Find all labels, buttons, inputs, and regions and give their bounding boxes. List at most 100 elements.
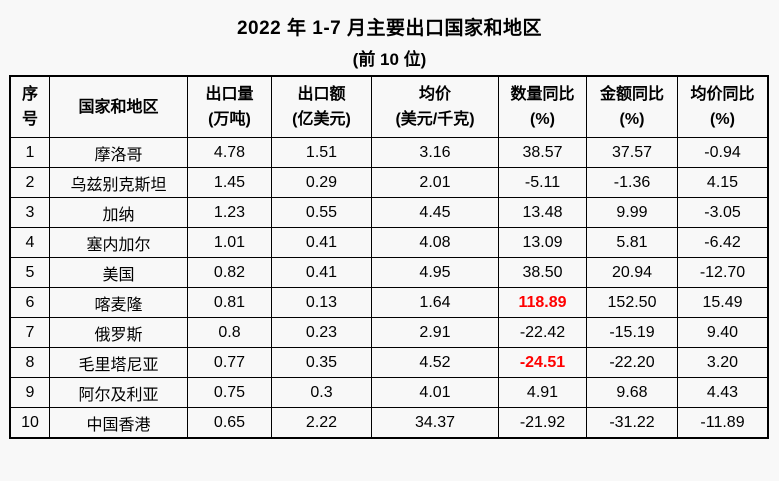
column-header-line1: 出口额	[297, 86, 346, 103]
table-row: 9 阿尔及利亚 0.75 0.3 4.01 4.91 9.68 4.43	[9, 377, 769, 408]
cell-name: 中国香港	[49, 407, 188, 439]
cell-name: 俄罗斯	[49, 317, 188, 348]
cell-value: 0.3	[271, 377, 372, 408]
column-header-volume: 出口量 (万吨)	[187, 75, 272, 138]
cell-value: 0.23	[271, 317, 372, 348]
column-header-line1: 出口量	[205, 86, 254, 103]
cell-qty_yoy: 13.48	[498, 197, 587, 228]
column-header-line2: (%)	[530, 111, 555, 128]
cell-no: 4	[9, 227, 50, 258]
cell-price: 34.37	[371, 407, 499, 439]
cell-price_yoy: -6.42	[677, 227, 769, 258]
column-header-line1: 数量同比	[510, 86, 575, 103]
cell-volume: 1.01	[187, 227, 272, 258]
cell-price_yoy: 15.49	[677, 287, 769, 318]
cell-volume: 0.8	[187, 317, 272, 348]
cell-amt_yoy: 9.99	[586, 197, 678, 228]
cell-qty_yoy: -5.11	[498, 167, 587, 198]
cell-price: 4.08	[371, 227, 499, 258]
cell-no: 5	[9, 257, 50, 288]
column-header-price_yoy: 均价同比 (%)	[677, 75, 769, 138]
cell-value: 0.29	[271, 167, 372, 198]
column-header-price: 均价 (美元/千克)	[371, 75, 499, 138]
cell-qty_yoy: 38.50	[498, 257, 587, 288]
cell-no: 2	[9, 167, 50, 198]
cell-volume: 0.77	[187, 347, 272, 378]
cell-amt_yoy: -31.22	[586, 407, 678, 439]
cell-price_yoy: 4.43	[677, 377, 769, 408]
cell-price_yoy: -3.05	[677, 197, 769, 228]
cell-no: 1	[9, 137, 50, 168]
cell-value: 0.41	[271, 227, 372, 258]
cell-name: 阿尔及利亚	[49, 377, 188, 408]
cell-amt_yoy: -15.19	[586, 317, 678, 348]
cell-amt_yoy: 9.68	[586, 377, 678, 408]
cell-no: 7	[9, 317, 50, 348]
cell-price: 4.95	[371, 257, 499, 288]
cell-amt_yoy: 152.50	[586, 287, 678, 318]
cell-qty_yoy: -24.51	[498, 347, 587, 378]
cell-amt_yoy: -22.20	[586, 347, 678, 378]
table-row: 7 俄罗斯 0.8 0.23 2.91 -22.42 -15.19 9.40	[9, 317, 769, 348]
cell-volume: 0.65	[187, 407, 272, 439]
cell-qty_yoy: 38.57	[498, 137, 587, 168]
cell-price_yoy: 9.40	[677, 317, 769, 348]
cell-no: 10	[9, 407, 50, 439]
table-row: 3 加纳 1.23 0.55 4.45 13.48 9.99 -3.05	[9, 197, 769, 228]
cell-qty_yoy: 4.91	[498, 377, 587, 408]
table-row: 4 塞内加尔 1.01 0.41 4.08 13.09 5.81 -6.42	[9, 227, 769, 258]
column-header-line1: 国家和地区	[78, 98, 159, 116]
cell-price: 4.52	[371, 347, 499, 378]
cell-volume: 0.81	[187, 287, 272, 318]
cell-name: 乌兹别克斯坦	[49, 167, 188, 198]
cell-volume: 0.82	[187, 257, 272, 288]
cell-price_yoy: -0.94	[677, 137, 769, 168]
cell-volume: 1.23	[187, 197, 272, 228]
cell-price: 3.16	[371, 137, 499, 168]
cell-value: 2.22	[271, 407, 372, 439]
cell-price: 1.64	[371, 287, 499, 318]
cell-value: 0.35	[271, 347, 372, 378]
cell-price: 4.01	[371, 377, 499, 408]
cell-value: 0.13	[271, 287, 372, 318]
cell-qty_yoy: 118.89	[498, 287, 587, 318]
column-header-line2: (%)	[619, 111, 645, 128]
cell-value: 0.41	[271, 257, 372, 288]
column-header-line1: 均价	[418, 86, 451, 103]
cell-no: 9	[9, 377, 50, 408]
cell-qty_yoy: 13.09	[498, 227, 587, 258]
table-row: 1 摩洛哥 4.78 1.51 3.16 38.57 37.57 -0.94	[9, 137, 769, 168]
cell-name: 加纳	[49, 197, 188, 228]
column-header-line1: 金额同比	[599, 86, 664, 103]
column-header-line2: (美元/千克)	[395, 111, 475, 128]
cell-no: 8	[9, 347, 50, 378]
column-header-qty_yoy: 数量同比 (%)	[498, 75, 587, 138]
cell-volume: 4.78	[187, 137, 272, 168]
cell-price: 2.91	[371, 317, 499, 348]
table-row: 2 乌兹别克斯坦 1.45 0.29 2.01 -5.11 -1.36 4.15	[9, 167, 769, 198]
column-header-line2: 号	[21, 111, 38, 128]
cell-name: 摩洛哥	[49, 137, 188, 168]
cell-price_yoy: 3.20	[677, 347, 769, 378]
cell-value: 1.51	[271, 137, 372, 168]
page-title: 2022 年 1-7 月主要出口国家和地区	[236, 18, 543, 39]
table-row: 5 美国 0.82 0.41 4.95 38.50 20.94 -12.70	[9, 257, 769, 288]
table-row: 10 中国香港 0.65 2.22 34.37 -21.92 -31.22 -11.89	[9, 407, 769, 439]
cell-name: 喀麦隆	[49, 287, 188, 318]
cell-amt_yoy: 37.57	[586, 137, 678, 168]
cell-price_yoy: -11.89	[677, 407, 769, 439]
cell-price_yoy: -12.70	[677, 257, 769, 288]
table-header: 序号国家和地区 出口量 (万吨) 出口额 (亿美元) 均价 (美元/千克) 数量同比 (%) 金额…	[9, 75, 769, 138]
header-row: 序号国家和地区 出口量 (万吨) 出口额 (亿美元) 均价 (美元/千克) 数量同比 (%) 金额…	[9, 75, 769, 138]
table-row: 8 毛里塔尼亚 0.77 0.35 4.52 -24.51 -22.20 3.20	[9, 347, 769, 378]
cell-volume: 1.45	[187, 167, 272, 198]
cell-amt_yoy: 5.81	[586, 227, 678, 258]
page-subtitle: (前 10 位)	[352, 50, 427, 69]
column-header-line2: (%)	[710, 111, 735, 128]
cell-no: 3	[9, 197, 50, 228]
column-header-name: 国家和地区	[49, 75, 188, 138]
column-header-line2: (亿美元)	[292, 111, 351, 128]
cell-name: 毛里塔尼亚	[49, 347, 188, 378]
cell-value: 0.55	[271, 197, 372, 228]
